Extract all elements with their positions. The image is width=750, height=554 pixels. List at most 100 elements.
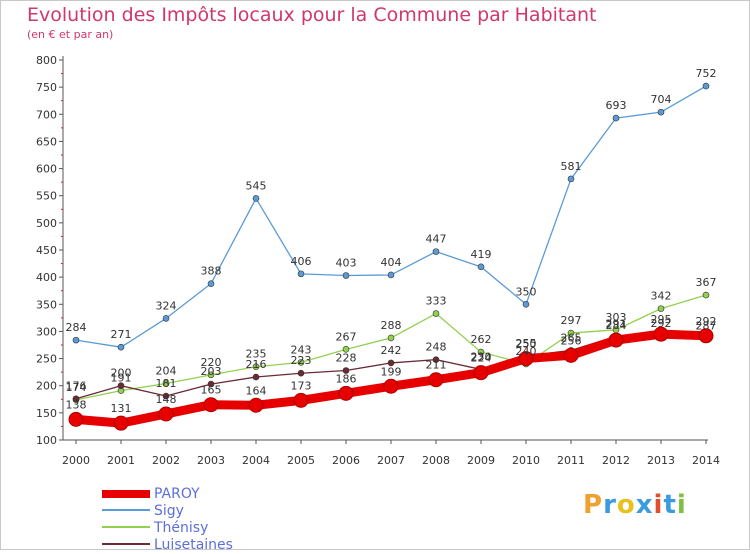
data-label-paroy: 224 <box>471 352 492 365</box>
data-point-sigy <box>657 108 665 116</box>
x-tick-label: 2010 <box>512 454 540 467</box>
data-point-thenisy <box>252 363 260 371</box>
x-tick-label: 2005 <box>287 454 315 467</box>
legend-label-paroy: PAROY <box>154 486 200 502</box>
data-label-sigy: 350 <box>516 285 537 298</box>
data-point-thenisy <box>162 380 170 387</box>
data-label-thenisy: 204 <box>156 365 177 378</box>
data-point-sigy <box>612 114 620 122</box>
data-label-luisetaines: 203 <box>201 365 222 378</box>
data-label-thenisy: 267 <box>336 330 357 343</box>
y-tick-label: 250 <box>36 353 57 366</box>
data-point-luisetaines <box>252 373 260 381</box>
series-paroy <box>68 326 714 431</box>
data-point-thenisy <box>297 359 305 366</box>
data-label-paroy: 284 <box>606 319 627 332</box>
data-point-paroy <box>113 415 129 431</box>
data-point-luisetaines <box>207 380 215 388</box>
x-tick-label: 2002 <box>152 454 180 467</box>
data-label-paroy: 173 <box>291 379 312 392</box>
data-point-paroy <box>383 378 399 394</box>
y-tick-label: 650 <box>36 135 57 148</box>
data-point-paroy <box>653 326 669 342</box>
data-label-luisetaines: 287 <box>696 319 717 332</box>
data-label-thenisy: 174 <box>66 381 87 394</box>
legend-label-sigy: Sigy <box>154 503 184 519</box>
data-point-thenisy <box>207 371 215 379</box>
x-tick-label: 2006 <box>332 454 360 467</box>
data-label-luisetaines: 223 <box>291 354 312 367</box>
legend-item-paroy: PAROY <box>102 486 302 503</box>
data-point-luisetaines <box>72 395 80 403</box>
data-label-thenisy: 297 <box>561 314 582 327</box>
data-point-sigy <box>162 315 170 322</box>
data-point-sigy <box>702 82 710 90</box>
data-label-sigy: 271 <box>111 328 132 341</box>
logo-letter: o <box>616 490 636 520</box>
data-point-paroy <box>158 406 174 422</box>
data-label-sigy: 752 <box>696 67 717 80</box>
x-tick-label: 2013 <box>647 454 675 467</box>
proxiti-logo: Proxiti <box>583 490 687 520</box>
y-tick-label: 500 <box>36 217 57 230</box>
data-point-thenisy <box>702 291 710 299</box>
data-point-sigy <box>567 175 575 183</box>
data-point-sigy <box>117 343 125 351</box>
data-label-thenisy: 342 <box>651 290 672 303</box>
data-point-paroy <box>473 365 489 381</box>
data-point-paroy <box>518 351 534 367</box>
data-label-paroy: 295 <box>651 313 672 326</box>
y-tick-label: 200 <box>36 380 57 393</box>
data-point-luisetaines <box>342 367 350 374</box>
data-point-sigy <box>387 271 395 279</box>
data-label-luisetaines: 176 <box>66 380 87 393</box>
data-label-sigy: 545 <box>246 179 267 192</box>
legend-swatch-luisetaines <box>102 543 150 545</box>
data-label-sigy: 324 <box>156 299 177 312</box>
data-point-paroy <box>293 392 309 408</box>
data-label-luisetaines: 255 <box>516 337 537 350</box>
data-label-thenisy: 262 <box>471 333 492 346</box>
logo-letter: x <box>635 490 654 520</box>
data-label-paroy: 199 <box>381 365 402 378</box>
logo-letter: r <box>603 490 617 520</box>
data-label-luisetaines: 216 <box>246 358 267 371</box>
data-label-sigy: 404 <box>381 256 402 269</box>
data-point-sigy <box>72 336 80 344</box>
data-label-paroy: 292 <box>696 315 717 328</box>
data-label-luisetaines: 230 <box>471 350 492 363</box>
data-label-luisetaines: 292 <box>651 317 672 330</box>
data-label-sigy: 403 <box>336 257 357 270</box>
legend-label-thenisy: Thénisy <box>154 520 209 536</box>
data-label-paroy: 131 <box>111 402 132 415</box>
x-tick-label: 2004 <box>242 454 270 467</box>
legend-label-luisetaines: Luisetaines <box>154 537 233 553</box>
y-tick-label: 600 <box>36 163 57 176</box>
data-label-thenisy: 235 <box>246 348 267 361</box>
data-label-luisetaines: 181 <box>156 377 177 390</box>
data-label-paroy: 165 <box>201 384 222 397</box>
data-label-paroy: 164 <box>246 384 267 397</box>
data-point-sigy <box>207 280 215 287</box>
data-point-paroy <box>203 397 219 413</box>
legend-swatch-paroy <box>102 490 150 498</box>
data-point-paroy <box>563 347 579 363</box>
data-label-thenisy: 243 <box>291 343 312 356</box>
data-point-thenisy <box>567 329 575 337</box>
data-label-paroy: 211 <box>426 359 447 372</box>
data-label-luisetaines: 242 <box>381 344 402 357</box>
data-point-luisetaines <box>432 356 440 363</box>
y-tick-label: 350 <box>36 298 57 311</box>
y-tick-label: 400 <box>36 271 57 284</box>
data-point-paroy <box>248 397 264 413</box>
x-tick-label: 2012 <box>602 454 630 467</box>
y-tick-label: 150 <box>36 407 57 420</box>
y-tick-label: 300 <box>36 325 57 338</box>
data-label-luisetaines: 248 <box>426 341 447 354</box>
logo-letter: i <box>653 490 664 520</box>
data-label-thenisy: 220 <box>201 356 222 369</box>
y-tick-label: 800 <box>36 54 57 67</box>
data-point-paroy <box>68 411 84 427</box>
data-point-paroy <box>338 385 354 401</box>
